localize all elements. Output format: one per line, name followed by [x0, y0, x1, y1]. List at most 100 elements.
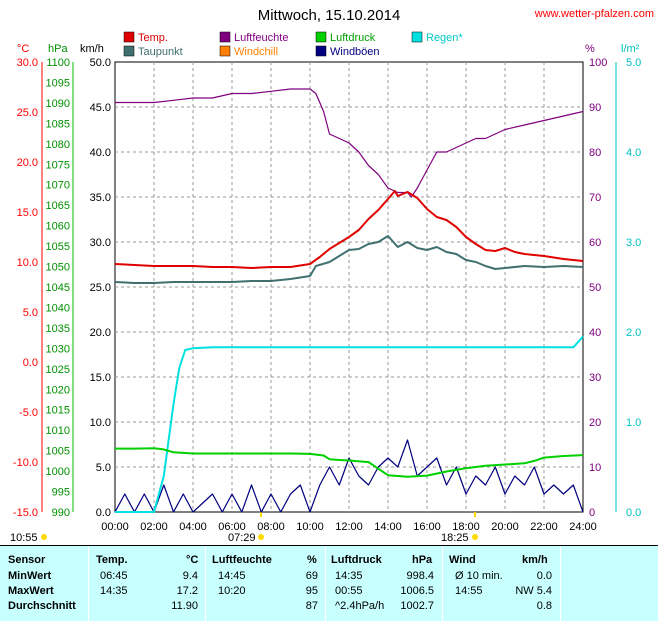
sunset-label: 18:25: [441, 532, 469, 544]
x-tick-label: 00:00: [101, 521, 129, 533]
stats-pressure-value: 1002.7: [400, 600, 434, 612]
pressure-tick-label: 1035: [46, 323, 70, 335]
legend-label: Luftdruck: [330, 32, 376, 44]
x-tick-label: 14:00: [374, 521, 402, 533]
temp-tick-label: 5.0: [23, 307, 38, 319]
pressure-tick-label: 1025: [46, 364, 70, 376]
wind-tick-label: 5.0: [96, 462, 111, 474]
series-line-windb-en: [114, 439, 584, 513]
stats-header-pressure: Luftdruck: [331, 554, 382, 566]
legend-label: Luftfeuchte: [234, 32, 288, 44]
legend-label: Regen*: [426, 32, 463, 44]
wind-tick-label: 50.0: [90, 57, 111, 69]
unit-wind: km/h: [80, 43, 104, 55]
legend-label: Windböen: [330, 46, 380, 58]
stats-pressure-value: 998.4: [406, 570, 434, 582]
pressure-tick-label: 1070: [46, 180, 70, 192]
pressure-tick-label: 1030: [46, 343, 70, 355]
series-line-luftfeuchte: [115, 88, 584, 198]
stats-header-temp-unit: °C: [186, 554, 199, 566]
legend-swatch: [315, 45, 327, 57]
legend-label: Windchill: [234, 46, 278, 58]
stats-header-humidity: Luftfeuchte: [212, 554, 272, 566]
x-tick-label: 16:00: [413, 521, 441, 533]
pressure-tick-label: 1010: [46, 425, 70, 437]
pressure-tick-label: 1060: [46, 221, 70, 233]
rain-tick-label: 4.0: [626, 147, 641, 159]
temp-tick-label: -5.0: [19, 407, 38, 419]
temp-tick-label: 20.0: [17, 157, 38, 169]
humidity-tick-label: 90: [589, 102, 601, 114]
wind-tick-label: 45.0: [90, 102, 111, 114]
wind-tick-label: 20.0: [90, 327, 111, 339]
wind-tick-label: 15.0: [90, 372, 111, 384]
rain-tick-label: 1.0: [626, 417, 641, 429]
sunrise-label: 07:29: [228, 532, 256, 544]
humidity-tick-label: 20: [589, 417, 601, 429]
pressure-tick-label: 1095: [46, 77, 70, 89]
series-line-taupunkt: [114, 235, 584, 284]
pressure-tick-label: 1075: [46, 159, 70, 171]
stats-header-wind: Wind: [449, 554, 476, 566]
x-tick-label: 02:00: [140, 521, 168, 533]
humidity-tick-label: 10: [589, 462, 601, 474]
wind-tick-label: 10.0: [90, 417, 111, 429]
sun-icon: [472, 534, 478, 540]
stats-header-sensor: Sensor: [8, 554, 46, 566]
temp-tick-label: -15.0: [13, 507, 38, 519]
rain-tick-label: 0.0: [626, 507, 641, 519]
stats-temp-time: 14:35: [100, 585, 128, 597]
stats-humidity-value: 69: [305, 570, 318, 582]
humidity-tick-label: 100: [589, 57, 607, 69]
sun-icon: [258, 534, 264, 540]
pressure-tick-label: 1080: [46, 139, 70, 151]
pressure-tick-label: 1100: [46, 57, 70, 69]
x-tick-label: 06:00: [218, 521, 246, 533]
wind-tick-label: 35.0: [90, 192, 111, 204]
stats-wind-value: 0.8: [536, 600, 552, 612]
temp-tick-label: 0.0: [23, 357, 38, 369]
sun-icon: [41, 534, 47, 540]
x-tick-label: 12:00: [335, 521, 363, 533]
pressure-tick-label: 1020: [46, 384, 70, 396]
sunrise-left-label: 10:55: [10, 532, 38, 544]
legend-swatch: [219, 45, 231, 57]
unit-pressure: hPa: [48, 43, 68, 55]
legend-label: Taupunkt: [138, 46, 183, 58]
temp-tick-label: 15.0: [17, 207, 38, 219]
series-line-regen: [115, 335, 584, 513]
pressure-tick-label: 1085: [46, 118, 70, 130]
stats-temp-value: 11.90: [171, 600, 198, 612]
pressure-tick-label: 1000: [46, 466, 70, 478]
wind-tick-label: 25.0: [90, 282, 111, 294]
stats-row-label: MinWert: [8, 570, 52, 582]
stats-header-humidity-unit: %: [307, 554, 317, 566]
pressure-tick-label: 1050: [46, 262, 70, 274]
x-tick-label: 24:00: [569, 521, 597, 533]
humidity-tick-label: 30: [589, 372, 601, 384]
stats-humidity-value: 87: [305, 600, 318, 612]
temp-tick-label: -10.0: [13, 457, 38, 469]
x-tick-label: 22:00: [530, 521, 558, 533]
stats-temp-value: 9.4: [182, 570, 198, 582]
humidity-tick-label: 60: [589, 237, 601, 249]
pressure-tick-label: 1055: [46, 241, 70, 253]
stats-row-label: Durchschnitt: [8, 600, 76, 612]
stats-header-pressure-unit: hPa: [412, 554, 433, 566]
rain-tick-label: 3.0: [626, 237, 641, 249]
stats-wind-value: 0.0: [536, 570, 552, 582]
pressure-tick-label: 1005: [46, 446, 70, 458]
weather-chart: Mittwoch, 15.10.2014 www.wetter-pfalzen.c…: [10, 7, 654, 544]
humidity-tick-label: 70: [589, 192, 601, 204]
statistics-table: Sensor Temp. °C Luftfeuchte % Luftdruck …: [0, 545, 658, 621]
legend-swatch: [411, 31, 423, 43]
pressure-tick-label: 1090: [46, 98, 70, 110]
chart-title: Mittwoch, 15.10.2014: [258, 7, 401, 24]
series-line-luftdruck: [115, 447, 584, 478]
unit-rain: l/m²: [621, 43, 640, 55]
stats-temp-time: 06:45: [100, 570, 128, 582]
humidity-tick-label: 50: [589, 282, 601, 294]
site-url: www.wetter-pfalzen.com: [534, 8, 654, 20]
stats-temp-value: 17.2: [176, 585, 198, 597]
pressure-tick-label: 1065: [46, 200, 70, 212]
